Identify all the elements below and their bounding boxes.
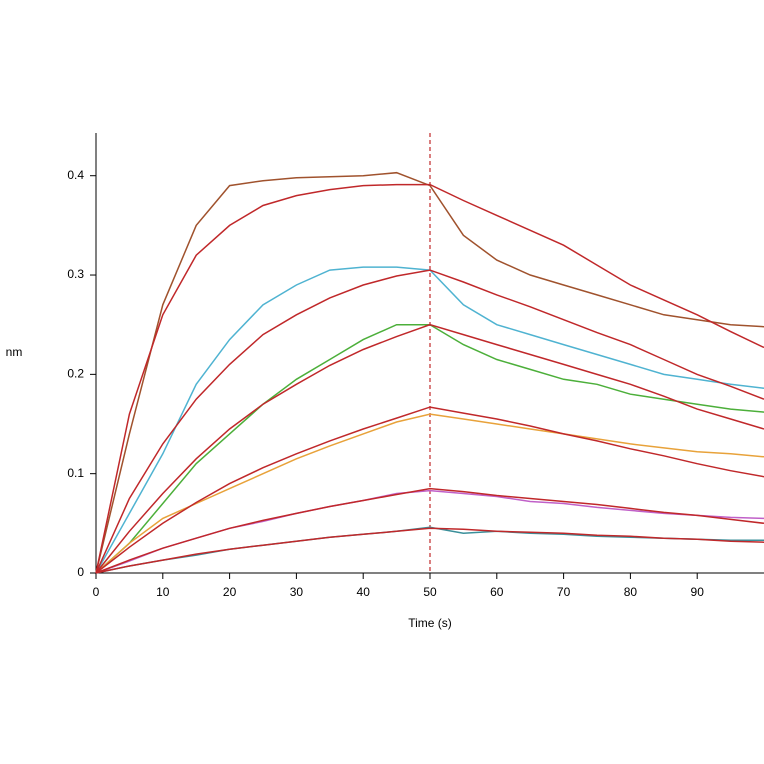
series-line xyxy=(95,413,764,574)
y-tick-label: 0.4 xyxy=(67,168,84,182)
x-axis-label: Time (s) xyxy=(408,616,452,630)
x-tick-label: 90 xyxy=(691,585,705,599)
y-tick-label: 0 xyxy=(77,565,84,579)
x-tick-label: 30 xyxy=(290,585,304,599)
series-line xyxy=(95,487,764,574)
series-line xyxy=(95,406,764,574)
x-tick-label: 50 xyxy=(423,585,437,599)
series-line xyxy=(95,171,764,574)
x-tick-label: 70 xyxy=(557,585,571,599)
x-tick-label: 60 xyxy=(490,585,504,599)
x-tick-label: 40 xyxy=(357,585,371,599)
series-line xyxy=(95,183,764,574)
y-axis-label: nm xyxy=(6,345,23,359)
x-tick-label: 80 xyxy=(624,585,638,599)
series-line xyxy=(95,527,764,574)
series-line xyxy=(95,323,764,574)
y-tick-label: 0.3 xyxy=(67,267,84,281)
x-tick-label: 10 xyxy=(156,585,170,599)
y-tick-label: 0.1 xyxy=(67,466,84,480)
series-line xyxy=(95,269,764,574)
x-tick-label: 0 xyxy=(93,585,100,599)
y-tick-label: 0.2 xyxy=(67,367,84,381)
x-tick-label: 20 xyxy=(223,585,237,599)
